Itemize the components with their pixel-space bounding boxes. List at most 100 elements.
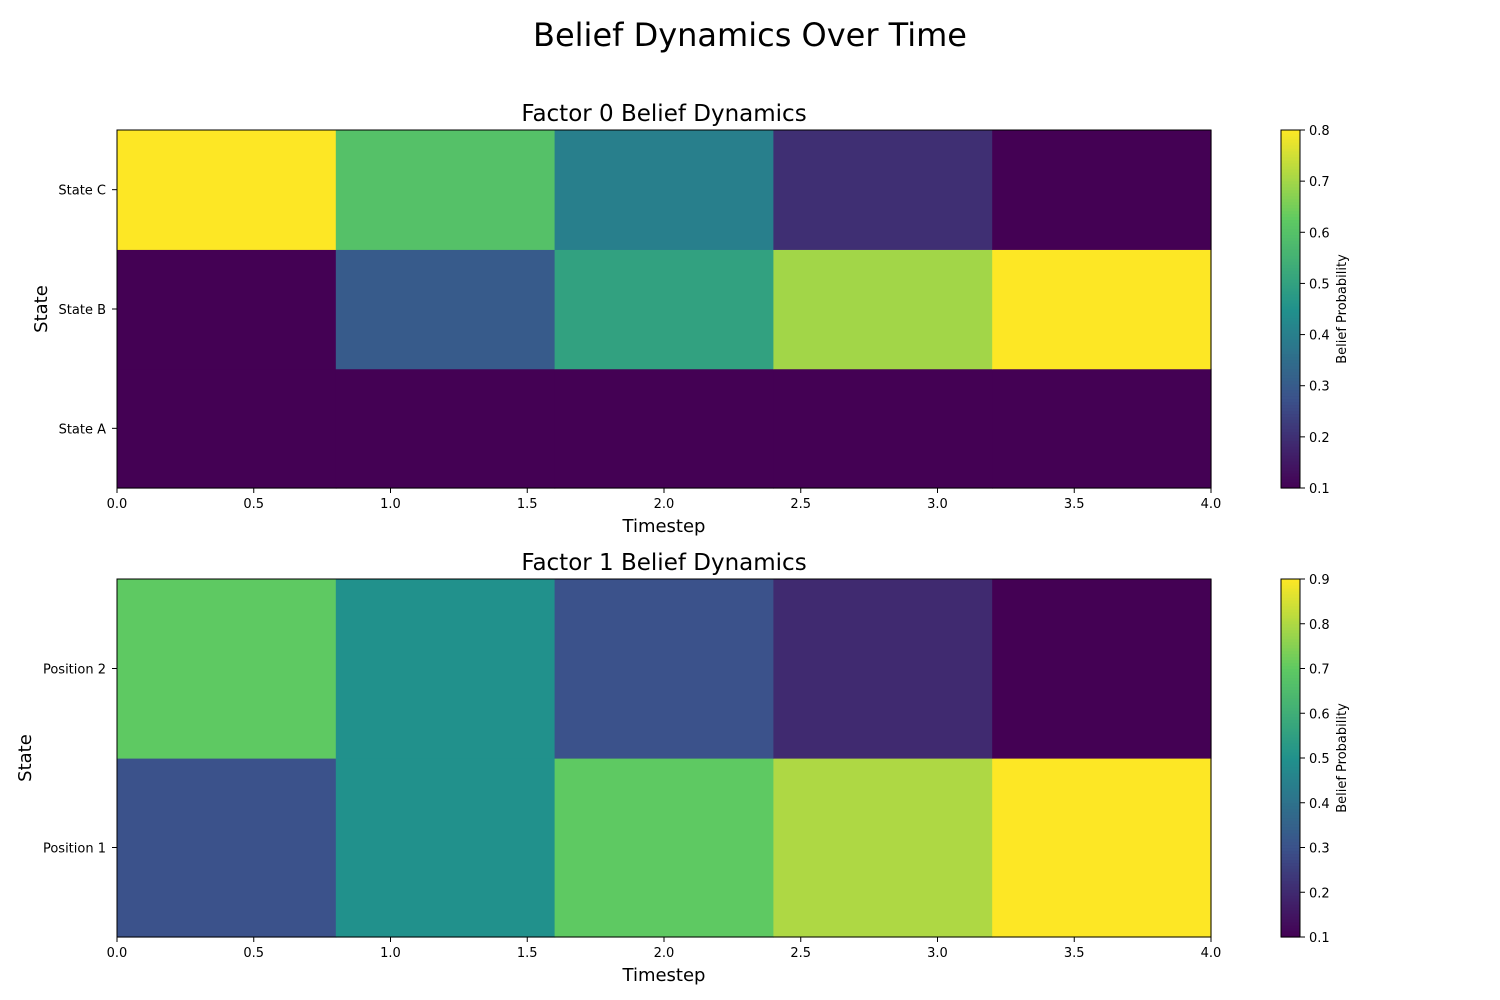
colorbar-segment bbox=[1281, 647, 1300, 652]
colorbar-segment bbox=[1281, 479, 1300, 483]
colorbar-segment bbox=[1281, 198, 1300, 203]
colorbar-segment bbox=[1281, 434, 1300, 438]
heatmap-cell bbox=[554, 249, 774, 370]
colorbar-segment bbox=[1281, 285, 1300, 289]
heatmap-cell bbox=[335, 579, 556, 759]
colorbar-segment bbox=[1281, 359, 1300, 364]
colorbar-segment bbox=[1281, 291, 1300, 295]
heatmap-cell bbox=[554, 368, 774, 489]
colorbar-segment bbox=[1281, 584, 1300, 589]
colorbar-segment bbox=[1281, 138, 1300, 143]
heatmap-cell bbox=[554, 579, 774, 759]
colorbar-segment bbox=[1281, 273, 1300, 277]
colorbar-segment bbox=[1281, 796, 1300, 801]
colorbar-segment bbox=[1281, 704, 1300, 708]
colorbar-segment bbox=[1281, 617, 1300, 622]
colorbar-segment bbox=[1281, 599, 1300, 604]
colorbar-segment bbox=[1281, 470, 1300, 474]
heatmap-cell bbox=[117, 368, 337, 489]
colorbar-segment bbox=[1281, 243, 1300, 247]
heatmap-cell bbox=[992, 368, 1212, 489]
x-tick-label: 2.5 bbox=[790, 946, 811, 961]
colorbar-segment bbox=[1281, 814, 1300, 819]
colorbar-segment bbox=[1281, 871, 1300, 875]
colorbar-segment bbox=[1281, 320, 1300, 325]
colorbar-segment bbox=[1281, 632, 1300, 637]
colorbar-segment bbox=[1281, 201, 1300, 206]
heatmap-cell bbox=[335, 368, 556, 489]
colorbar-segment bbox=[1281, 931, 1300, 935]
colorbar-segment bbox=[1281, 168, 1300, 173]
colorbar-segment bbox=[1281, 455, 1300, 459]
colorbar-segment bbox=[1281, 683, 1300, 687]
colorbar-segment bbox=[1281, 626, 1300, 631]
y-tick-label: State A bbox=[59, 422, 107, 437]
colorbar-tick-label: 0.8 bbox=[1309, 618, 1330, 633]
colorbar-segment bbox=[1281, 317, 1300, 322]
colorbar-segment bbox=[1281, 752, 1300, 756]
colorbar-segment bbox=[1281, 258, 1300, 262]
x-tick-label: 1.0 bbox=[380, 497, 401, 512]
x-tick-label: 2.0 bbox=[654, 497, 675, 512]
colorbar-segment bbox=[1281, 234, 1300, 238]
colorbar-segment bbox=[1281, 590, 1300, 595]
heatmap-cell bbox=[554, 758, 774, 938]
colorbar-segment bbox=[1281, 270, 1300, 274]
colorbar-segment bbox=[1281, 356, 1300, 361]
colorbar-segment bbox=[1281, 734, 1300, 738]
colorbar-segment bbox=[1281, 147, 1300, 152]
colorbar-segment bbox=[1281, 389, 1300, 394]
colorbar-segment bbox=[1281, 159, 1300, 164]
colorbar-tick-label: 0.9 bbox=[1309, 573, 1330, 588]
colorbar-segment bbox=[1281, 602, 1300, 607]
panel-title: Factor 1 Belief Dynamics bbox=[521, 550, 806, 576]
colorbar-tick-label: 0.2 bbox=[1309, 431, 1330, 446]
colorbar-segment bbox=[1281, 413, 1300, 417]
colorbar-segment bbox=[1281, 365, 1300, 370]
colorbar-segment bbox=[1281, 895, 1300, 899]
colorbar-segment bbox=[1281, 608, 1300, 613]
colorbar-segment bbox=[1281, 240, 1300, 244]
colorbar-tick-label: 0.3 bbox=[1309, 380, 1330, 395]
colorbar-segment bbox=[1281, 228, 1300, 233]
colorbar-segment bbox=[1281, 701, 1300, 705]
colorbar-segment bbox=[1281, 799, 1300, 804]
colorbar-segment bbox=[1281, 144, 1300, 149]
colorbar-segment bbox=[1281, 297, 1300, 301]
colorbar-segment bbox=[1281, 237, 1300, 241]
colorbar-segment bbox=[1281, 728, 1300, 732]
colorbar-segment bbox=[1281, 174, 1300, 179]
colorbar-segment bbox=[1281, 130, 1300, 134]
colorbar-segment bbox=[1281, 778, 1300, 783]
colorbar-tick-label: 0.5 bbox=[1309, 277, 1330, 292]
colorbar-segment bbox=[1281, 677, 1300, 682]
colorbar-segment bbox=[1281, 680, 1300, 685]
colorbar-segment bbox=[1281, 695, 1300, 699]
colorbar-segment bbox=[1281, 392, 1300, 397]
colorbar-segment bbox=[1281, 593, 1300, 598]
colorbar-segment bbox=[1281, 177, 1300, 182]
colorbar-segment bbox=[1281, 653, 1300, 658]
colorbar-segment bbox=[1281, 306, 1300, 310]
colorbar-segment bbox=[1281, 698, 1300, 702]
colorbar-segment bbox=[1281, 419, 1300, 423]
x-tick-label: 3.0 bbox=[927, 946, 948, 961]
colorbar-segment bbox=[1281, 473, 1300, 477]
colorbar-segment bbox=[1281, 850, 1300, 855]
x-tick-label: 4.0 bbox=[1201, 946, 1222, 961]
colorbar-segment bbox=[1281, 311, 1300, 316]
colorbar-segment bbox=[1281, 183, 1300, 188]
colorbar-segment bbox=[1281, 635, 1300, 640]
colorbar-segment bbox=[1281, 790, 1300, 795]
colorbar-segment bbox=[1281, 725, 1300, 729]
colorbar-segment bbox=[1281, 207, 1300, 212]
colorbar-segment bbox=[1281, 841, 1300, 846]
y-tick-label: Position 1 bbox=[43, 842, 106, 857]
colorbar-segment bbox=[1281, 862, 1300, 866]
colorbar-segment bbox=[1281, 913, 1300, 917]
colorbar-segment bbox=[1281, 368, 1300, 373]
colorbar-segment bbox=[1281, 431, 1300, 435]
colorbar-segment bbox=[1281, 303, 1300, 307]
colorbar-segment bbox=[1281, 261, 1300, 265]
colorbar-tick-label: 0.7 bbox=[1309, 175, 1330, 190]
